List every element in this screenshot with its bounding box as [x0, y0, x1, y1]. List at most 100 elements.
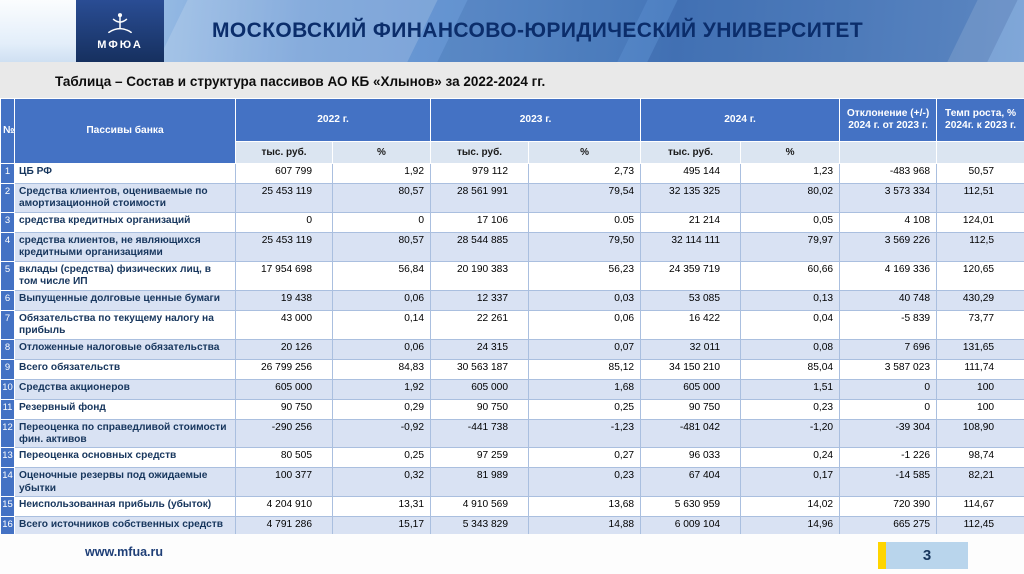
deviation-cell: 3 587 023 [839, 358, 938, 380]
deviation-cell: 720 390 [839, 496, 938, 518]
percent-cell: 0,29 [331, 398, 432, 420]
value-cell: 67 404 [640, 467, 742, 498]
value-cell: 605 000 [640, 378, 742, 400]
value-cell: 28 561 991 [430, 183, 530, 213]
row-number-cell: 5 [0, 260, 15, 291]
growth-cell: 120,65 [936, 260, 1024, 291]
liability-name-cell: Оценочные резервы под ожидаемые убытки [14, 467, 236, 498]
table-body: 1 ЦБ РФ 607 799 1,92 979 112 2,73 495 144 1,23-… [0, 163, 1024, 558]
percent-cell: 0,23 [740, 398, 841, 420]
row-number-cell: 2 [0, 183, 15, 213]
deviation-cell: -39 304 [839, 418, 938, 449]
row-number-cell: 3 [0, 211, 15, 233]
value-cell: 32 135 325 [640, 183, 742, 213]
row-number-cell: 8 [0, 338, 15, 360]
percent-cell: 0,17 [740, 467, 841, 498]
subheader-empty [936, 141, 1024, 164]
percent-cell: 0,07 [528, 338, 642, 360]
deviation-cell: 665 275 [839, 516, 938, 538]
logo-text: МФЮА [97, 39, 143, 51]
percent-cell: 80,57 [331, 231, 432, 262]
subheader-rub: тыс. руб. [235, 141, 333, 164]
value-cell: 100 377 [235, 467, 333, 498]
liability-name-cell: Обязательства по текущему налогу на приб… [14, 309, 236, 340]
percent-cell: 0,03 [528, 289, 642, 311]
growth-cell: 114,67 [936, 496, 1024, 518]
percent-cell: 1,68 [528, 378, 642, 400]
percent-cell: 0.05 [528, 211, 642, 233]
deviation-cell: 4 108 [839, 211, 938, 233]
table-title: Таблица – Состав и структура пассивов АО… [55, 74, 546, 89]
percent-cell: 1,23 [740, 163, 841, 184]
row-number-cell: 16 [0, 516, 15, 538]
accent-bar [878, 542, 886, 569]
value-cell: 24 359 719 [640, 260, 742, 291]
col-header-number: № [0, 98, 15, 164]
value-cell: 90 750 [640, 398, 742, 420]
liability-name-cell: Переоценка по справедливой стоимости фин… [14, 418, 236, 449]
value-cell: 19 438 [235, 289, 333, 311]
deviation-cell: 3 573 334 [839, 183, 938, 213]
deviation-cell: 3 569 226 [839, 231, 938, 262]
value-cell: 4 204 910 [235, 496, 333, 518]
deviation-cell: 7 696 [839, 338, 938, 360]
deviation-cell: -483 968 [839, 163, 938, 184]
row-number-cell: 14 [0, 467, 15, 498]
growth-cell: 108,90 [936, 418, 1024, 449]
value-cell: 607 799 [235, 163, 333, 184]
table-row: 11 Резервный фонд 90 750 0,29 90 750 0,25 90 7… [0, 398, 1024, 420]
deviation-cell: -14 585 [839, 467, 938, 498]
value-cell: 21 214 [640, 211, 742, 233]
value-cell: 20 190 383 [430, 260, 530, 291]
table-row: 6 Выпущенные долговые ценные бумаги 19 438… [0, 289, 1024, 311]
table-row: 13 Переоценка основных средств 80 505 0,25 9… [0, 447, 1024, 469]
percent-cell: 2,73 [528, 163, 642, 184]
deviation-cell: -1 226 [839, 447, 938, 469]
growth-cell: 131,65 [936, 338, 1024, 360]
value-cell: 4 910 569 [430, 496, 530, 518]
percent-cell: 84,83 [331, 358, 432, 380]
row-number-cell: 7 [0, 309, 15, 340]
deviation-cell: 0 [839, 378, 938, 400]
value-cell: 6 009 104 [640, 516, 742, 538]
percent-cell: 0,06 [331, 338, 432, 360]
percent-cell: 0 [331, 211, 432, 233]
value-cell: -441 738 [430, 418, 530, 449]
subheader-rub: тыс. руб. [430, 141, 530, 164]
row-number-cell: 9 [0, 358, 15, 380]
col-header-2023: 2023 г. [430, 98, 642, 142]
value-cell: 30 563 187 [430, 358, 530, 380]
table-row: 9 Всего обязательств 26 799 256 84,83 30 563… [0, 358, 1024, 380]
liability-name-cell: вклады (средства) физических лиц, в том … [14, 260, 236, 291]
percent-cell: 1,92 [331, 378, 432, 400]
table-row: 7 Обязательства по текущему налогу на при… [0, 309, 1024, 340]
value-cell: 20 126 [235, 338, 333, 360]
liability-name-cell: Средства акционеров [14, 378, 236, 400]
col-header-name: Пассивы банка [14, 98, 236, 164]
percent-cell: 0,08 [740, 338, 841, 360]
row-number-cell: 6 [0, 289, 15, 311]
table-row: 3 средства кредитных организаций 0 0 17 106 0… [0, 211, 1024, 233]
percent-cell: 0,25 [528, 398, 642, 420]
value-cell: 53 085 [640, 289, 742, 311]
growth-cell: 111,74 [936, 358, 1024, 380]
value-cell: 32 114 111 [640, 231, 742, 262]
percent-cell: 14,88 [528, 516, 642, 538]
growth-cell: 112,5 [936, 231, 1024, 262]
percent-cell: 0,27 [528, 447, 642, 469]
growth-cell: 124,01 [936, 211, 1024, 233]
col-header-2024: 2024 г. [640, 98, 841, 142]
growth-cell: 430,29 [936, 289, 1024, 311]
website-link[interactable]: www.mfua.ru [85, 545, 164, 559]
growth-cell: 73,77 [936, 309, 1024, 340]
row-number-cell: 4 [0, 231, 15, 262]
table-row: 4 средства клиентов, не являющихся кредит… [0, 231, 1024, 262]
value-cell: 24 315 [430, 338, 530, 360]
col-header-deviation: Отклонение (+/-) 2024 г. от 2023 г. [839, 98, 938, 142]
deviation-cell: 40 748 [839, 289, 938, 311]
liability-name-cell: Всего обязательств [14, 358, 236, 380]
value-cell: 605 000 [235, 378, 333, 400]
slide-footer: www.mfua.ru 3 [0, 534, 1024, 574]
value-cell: 90 750 [235, 398, 333, 420]
